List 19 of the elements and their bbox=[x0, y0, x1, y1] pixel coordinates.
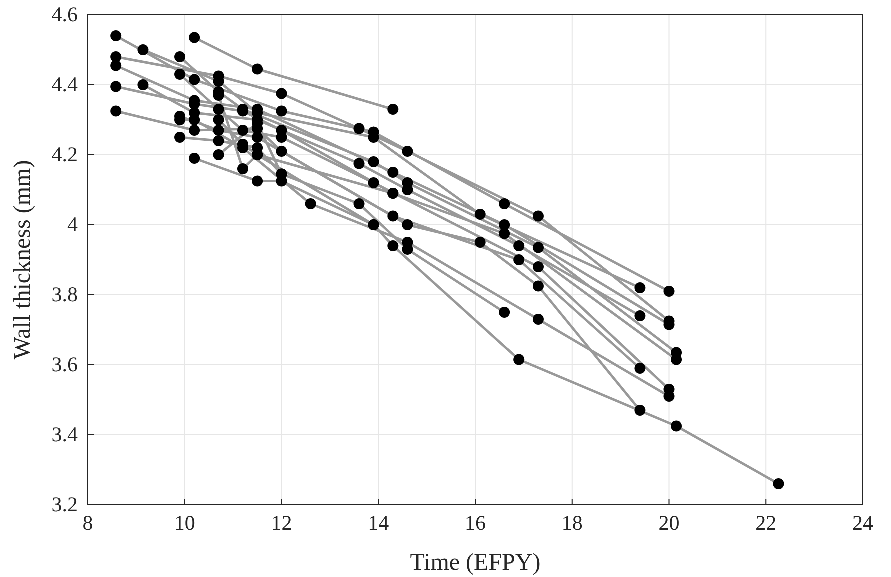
y-tick-label: 4.4 bbox=[52, 72, 78, 97]
x-tick-label: 14 bbox=[368, 510, 390, 535]
x-tick-label: 16 bbox=[465, 510, 486, 535]
x-tick-label: 8 bbox=[82, 510, 94, 535]
y-tick-label: 4.2 bbox=[52, 142, 78, 167]
y-tick-label: 3.4 bbox=[52, 422, 78, 447]
y-tick-label: 4.6 bbox=[52, 2, 78, 27]
x-tick-label: 12 bbox=[271, 510, 292, 535]
x-tick-label: 20 bbox=[658, 510, 680, 535]
y-axis-title: Wall thickness (mm) bbox=[10, 160, 36, 360]
x-tick-label: 24 bbox=[852, 510, 874, 535]
x-tick-label: 18 bbox=[562, 510, 583, 535]
y-tick-label: 3.8 bbox=[52, 282, 78, 307]
x-tick-label: 10 bbox=[174, 510, 196, 535]
x-tick-label: 22 bbox=[756, 510, 777, 535]
y-tick-label: 3.2 bbox=[52, 492, 78, 517]
y-tick-label: 3.6 bbox=[52, 352, 78, 377]
y-tick-label: 4 bbox=[68, 212, 78, 237]
x-axis-title: Time (EFPY) bbox=[410, 550, 541, 576]
